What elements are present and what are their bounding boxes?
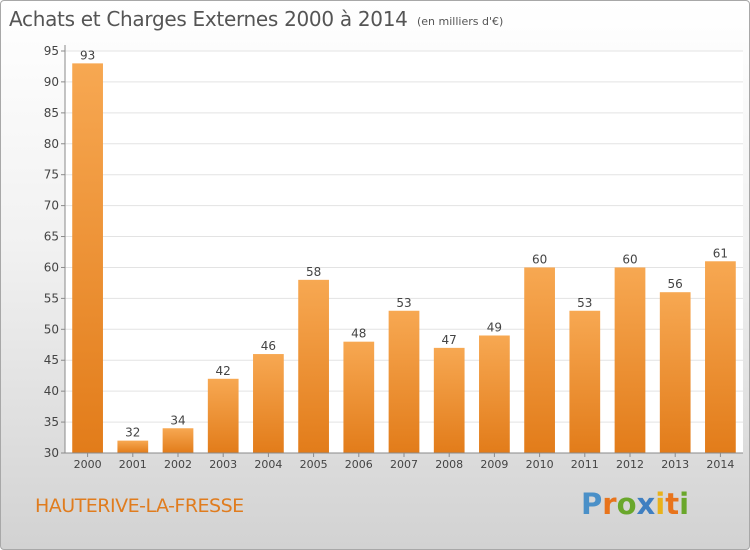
- bar-2008: [433, 347, 465, 453]
- x-tick-label: 2012: [616, 458, 644, 471]
- y-tick-label: 50: [44, 322, 59, 336]
- chart-subtitle: (en milliers d'€): [417, 15, 504, 28]
- x-tick-label: 2002: [164, 458, 192, 471]
- bar-2013: [659, 292, 691, 453]
- bar-2005: [298, 279, 329, 453]
- y-tick-label: 60: [44, 260, 59, 274]
- x-tick-label: 2008: [435, 458, 463, 471]
- bar-2012: [614, 267, 646, 453]
- data-label: 49: [487, 320, 502, 334]
- x-tick-label: 2013: [661, 458, 689, 471]
- logo-letter: r: [602, 487, 617, 521]
- data-label: 42: [216, 364, 231, 378]
- logo-letter: i: [679, 487, 690, 521]
- y-tick-label: 35: [44, 415, 59, 429]
- x-tick-label: 2006: [345, 458, 373, 471]
- place-name: HAUTERIVE-LA-FRESSE: [35, 495, 244, 517]
- x-tick-label: 2010: [526, 458, 554, 471]
- bar-2003: [207, 378, 239, 453]
- x-tick-label: 2007: [390, 458, 418, 471]
- data-label: 56: [668, 277, 683, 291]
- data-label: 48: [351, 327, 366, 341]
- labels: 30 35 40 45 50 55 60 65 70 75 80 85 90 95 93 2000 32 2001…: [44, 44, 735, 471]
- x-tick-label: 2000: [74, 458, 102, 471]
- bar-2014: [705, 261, 736, 453]
- data-label: 47: [442, 333, 457, 347]
- axes: [61, 45, 743, 457]
- y-tick-label: 90: [44, 75, 59, 89]
- y-tick-label: 30: [44, 446, 59, 460]
- bar-2004: [253, 354, 284, 453]
- y-tick-label: 45: [44, 353, 59, 367]
- y-tick-label: 95: [44, 44, 59, 58]
- logo-letter: t: [665, 487, 680, 521]
- bar-2002: [162, 428, 194, 453]
- bar-2006: [343, 341, 375, 453]
- data-label: 34: [170, 413, 185, 427]
- data-label: 53: [396, 296, 411, 310]
- x-tick-label: 2009: [480, 458, 508, 471]
- y-tick-label: 40: [44, 384, 59, 398]
- logo-letter: i: [655, 487, 666, 521]
- logo-letter: P: [581, 487, 603, 521]
- y-tick-label: 70: [44, 199, 59, 213]
- data-label: 60: [532, 252, 547, 266]
- bar-2000: [72, 63, 103, 453]
- y-tick-label: 55: [44, 291, 59, 305]
- x-tick-label: 2003: [209, 458, 237, 471]
- bar-2001: [117, 440, 149, 453]
- bar-2009: [479, 335, 510, 453]
- bar-2011: [569, 310, 601, 453]
- chart-title: Achats et Charges Externes 2000 à 2014: [9, 7, 408, 31]
- y-tick-label: 80: [44, 137, 59, 151]
- data-label: 46: [261, 339, 276, 353]
- y-tick-label: 75: [44, 168, 59, 182]
- bar-2010: [524, 267, 555, 453]
- logo-letter: x: [636, 487, 656, 521]
- data-label: 61: [713, 246, 728, 260]
- proxiti-logo: Proxiti: [581, 487, 689, 521]
- y-tick-label: 85: [44, 106, 59, 120]
- data-label: 93: [80, 48, 95, 62]
- bars: [72, 63, 736, 453]
- x-tick-label: 2014: [706, 458, 734, 471]
- x-tick-label: 2011: [571, 458, 599, 471]
- data-label: 53: [577, 296, 592, 310]
- x-tick-label: 2004: [254, 458, 282, 471]
- data-label: 60: [622, 252, 637, 266]
- data-label: 58: [306, 265, 321, 279]
- bar-2007: [388, 310, 420, 453]
- data-label: 32: [125, 426, 140, 440]
- x-tick-label: 2001: [119, 458, 147, 471]
- logo-letter: o: [616, 487, 637, 521]
- y-tick-label: 65: [44, 230, 59, 244]
- x-tick-label: 2005: [300, 458, 328, 471]
